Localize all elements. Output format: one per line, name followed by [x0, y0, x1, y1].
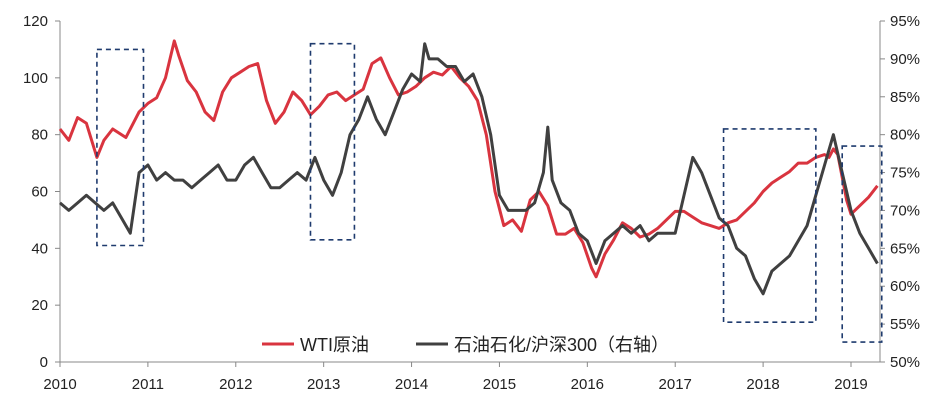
x-tick-label: 2014: [395, 376, 428, 393]
x-tick-label: 2019: [834, 376, 867, 393]
right-tick-label: 60%: [890, 278, 920, 295]
right-tick-label: 55%: [890, 316, 920, 333]
x-tick-label: 2016: [571, 376, 604, 393]
left-tick-label: 100: [23, 70, 48, 87]
left-tick-label: 80: [31, 127, 48, 144]
x-tick-label: 2013: [307, 376, 340, 393]
right-tick-label: 70%: [890, 202, 920, 219]
left-tick-label: 0: [40, 354, 48, 371]
left-tick-label: 40: [31, 240, 48, 257]
x-tick-label: 2015: [483, 376, 516, 393]
left-tick-label: 20: [31, 297, 48, 314]
right-tick-label: 75%: [890, 165, 920, 182]
legend-label-1: WTI原油: [300, 335, 369, 355]
right-tick-label: 80%: [890, 127, 920, 144]
series-line-2: [59, 42, 879, 296]
dashed-box-3: [722, 128, 817, 324]
x-tick-label: 2011: [132, 376, 164, 393]
right-tick-label: 95%: [890, 13, 920, 30]
x-tick-label: 2010: [43, 376, 76, 393]
right-tick-label: 50%: [890, 354, 920, 371]
series-line-1: [58, 39, 879, 279]
right-tick-label: 65%: [890, 240, 920, 257]
x-tick-label: 2017: [659, 376, 692, 393]
left-tick-label: 120: [23, 13, 48, 30]
left-tick-label: 60: [31, 184, 48, 201]
dashed-box-4: [841, 145, 883, 343]
dashed-box-1: [96, 48, 145, 247]
dashed-box-2: [309, 42, 356, 241]
right-tick-label: 90%: [890, 51, 920, 68]
right-tick-label: 85%: [890, 89, 920, 106]
x-tick-label: 2018: [746, 376, 779, 393]
legend-label-2: 石油石化/沪深300（右轴）: [454, 335, 669, 355]
x-tick-label: 2012: [219, 376, 252, 393]
